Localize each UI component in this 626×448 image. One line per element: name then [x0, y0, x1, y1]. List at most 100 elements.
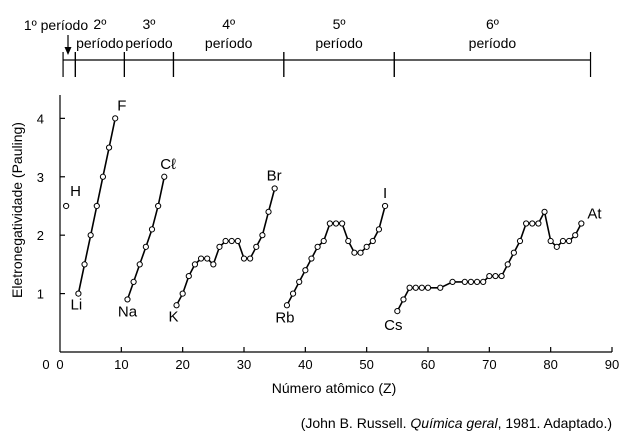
element-label: Br — [267, 167, 282, 184]
data-point — [320, 237, 327, 245]
source-prefix: (John B. Russell. — [301, 415, 411, 431]
data-point — [179, 290, 186, 297]
x-tick-label: 30 — [237, 357, 251, 372]
y-tick-label: 3 — [37, 170, 44, 185]
data-point — [467, 278, 475, 286]
data-point — [480, 278, 487, 286]
data-point — [529, 220, 536, 227]
data-point — [351, 249, 358, 256]
element-label: At — [587, 206, 602, 223]
y-axis-title: Eletronegatividade (Pauling) — [9, 122, 25, 298]
data-point — [240, 255, 248, 262]
data-point — [412, 284, 419, 291]
x-tick-label: 60 — [421, 357, 435, 372]
data-point — [228, 237, 235, 245]
data-point — [105, 144, 113, 151]
data-point — [332, 220, 340, 227]
period-word: período — [315, 35, 363, 51]
data-point — [504, 261, 511, 268]
data-point — [271, 185, 278, 192]
element-label: Na — [118, 303, 138, 320]
data-point — [63, 202, 70, 210]
data-point — [265, 208, 272, 215]
data-point — [222, 237, 229, 245]
data-point — [136, 261, 143, 268]
period-4: 4º período — [172, 16, 285, 77]
data-point — [565, 237, 573, 245]
period-word: período — [76, 35, 124, 51]
data-point — [357, 249, 364, 256]
data-point — [473, 278, 481, 286]
period-6: 6º período — [393, 16, 592, 77]
data-point — [375, 226, 383, 233]
data-point — [197, 255, 205, 262]
data-point — [210, 261, 217, 268]
element-label: Cℓ — [160, 156, 176, 173]
data-point — [363, 243, 370, 250]
axes — [59, 95, 612, 353]
data-point — [289, 290, 297, 297]
data-point — [302, 267, 309, 274]
period-3: 3º período — [123, 16, 175, 77]
data-series — [63, 115, 585, 315]
period-word: período — [205, 35, 253, 51]
x-tick-label: 40 — [298, 357, 312, 372]
y-origin-label: 0 — [42, 357, 49, 372]
period-number: 4º — [222, 16, 235, 32]
data-point — [130, 278, 137, 286]
data-point — [93, 202, 100, 210]
data-point — [296, 278, 303, 286]
period-number: 3º — [142, 16, 155, 32]
element-labels: H Li F Na Cℓ K Br Rb I Cs At — [70, 97, 602, 334]
data-point — [112, 115, 119, 122]
data-point — [253, 243, 260, 250]
y-tick-label: 4 — [37, 111, 44, 126]
data-point — [418, 284, 425, 291]
data-point — [400, 296, 407, 303]
data-point — [516, 237, 524, 245]
data-point — [308, 255, 315, 262]
data-point — [142, 243, 149, 250]
data-point — [553, 243, 560, 250]
period-2: 2º período — [74, 16, 126, 77]
data-point — [216, 243, 223, 250]
data-point — [87, 232, 94, 239]
data-point — [173, 302, 180, 309]
data-point — [259, 232, 266, 239]
period-number: 6º — [486, 16, 499, 32]
source-title: Química geral — [410, 415, 498, 431]
period-bar: 1º período 2º período 3º período 4º período 5º p… — [24, 16, 592, 77]
data-point — [394, 308, 401, 315]
data-point — [185, 272, 192, 280]
x-tick-label: 70 — [482, 357, 496, 372]
series-line-3 — [175, 188, 276, 306]
data-point — [339, 220, 346, 227]
data-point — [326, 220, 333, 227]
data-point — [345, 237, 352, 245]
data-point — [523, 220, 530, 227]
period-label: 1º período — [24, 17, 88, 33]
data-point — [369, 237, 376, 245]
data-point — [424, 284, 432, 291]
data-point — [498, 272, 505, 280]
data-point — [461, 278, 468, 286]
data-point — [510, 249, 517, 256]
period-word: período — [125, 35, 173, 51]
source-suffix: , 1981. Adaptado.) — [498, 415, 612, 431]
data-point — [191, 261, 199, 268]
data-point — [406, 284, 413, 291]
data-point — [437, 284, 444, 291]
data-point — [148, 226, 156, 233]
element-label: H — [70, 183, 81, 200]
data-point — [161, 173, 168, 180]
element-label: K — [169, 308, 179, 325]
data-point — [559, 237, 567, 245]
data-point — [234, 237, 241, 245]
data-point — [492, 272, 499, 280]
data-point — [535, 220, 542, 227]
period-number: 5º — [333, 16, 346, 32]
data-point — [75, 290, 82, 297]
period-5: 5º período — [283, 16, 395, 77]
